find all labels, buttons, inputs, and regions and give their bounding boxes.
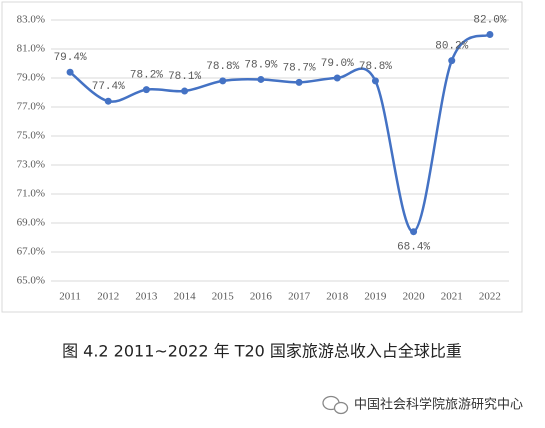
- x-tick-label: 2015: [212, 291, 235, 303]
- data-point: [333, 74, 341, 82]
- y-tick-label: 71.0%: [17, 188, 45, 200]
- data-label: 78.9%: [244, 59, 277, 71]
- y-tick-label: 79.0%: [17, 72, 45, 84]
- data-label: 78.8%: [359, 61, 392, 73]
- x-tick-label: 2013: [135, 291, 158, 303]
- y-tick-label: 67.0%: [17, 246, 45, 258]
- x-tick-label: 2018: [326, 291, 349, 303]
- y-tick-label: 77.0%: [17, 101, 45, 113]
- x-tick-label: 2012: [97, 291, 119, 303]
- data-label: 78.8%: [206, 61, 239, 73]
- caption: 图 4.2 2011~2022 年 T20 国家旅游总收入占全球比重: [62, 342, 462, 361]
- data-label: 78.2%: [130, 70, 163, 82]
- x-tick-label: 2017: [288, 291, 311, 303]
- y-tick-label: 75.0%: [17, 130, 45, 142]
- y-tick-label: 73.0%: [17, 159, 45, 171]
- data-point: [486, 31, 494, 38]
- data-line: [69, 33, 491, 233]
- data-label: 78.1%: [168, 71, 201, 83]
- data-point: [142, 86, 150, 94]
- data-point: [371, 77, 379, 85]
- chart-border: [1, 1, 523, 313]
- x-tick-label: 2022: [479, 291, 501, 303]
- data-point: [257, 75, 265, 83]
- data-label: 79.0%: [321, 58, 354, 70]
- x-tick-label: 2014: [174, 291, 197, 303]
- data-label: 80.2%: [435, 41, 468, 53]
- watermark: 中国社会科学院旅游研究中心: [354, 397, 523, 413]
- x-tick-label: 2011: [59, 291, 81, 303]
- data-label: 79.4%: [54, 52, 87, 64]
- data-label: 77.4%: [92, 81, 125, 93]
- y-tick-label: 83.0%: [17, 14, 45, 26]
- y-tick-label: 65.0%: [17, 275, 45, 287]
- data-label: 68.4%: [397, 242, 430, 254]
- data-point: [295, 78, 303, 86]
- x-tick-label: 2020: [403, 291, 426, 303]
- data-label: 78.7%: [283, 62, 316, 74]
- x-tick-label: 2019: [364, 291, 387, 303]
- x-tick-label: 2021: [441, 291, 463, 303]
- watermark-icon: [322, 395, 349, 415]
- data-point: [181, 87, 189, 95]
- x-tick-label: 2016: [250, 291, 273, 303]
- data-point: [410, 228, 418, 236]
- y-tick-label: 69.0%: [17, 217, 45, 229]
- data-point: [104, 97, 112, 105]
- data-point: [66, 68, 74, 76]
- data-point: [448, 57, 456, 65]
- data-label: 82.0%: [473, 14, 506, 26]
- data-point: [219, 77, 227, 85]
- y-tick-label: 81.0%: [17, 43, 45, 55]
